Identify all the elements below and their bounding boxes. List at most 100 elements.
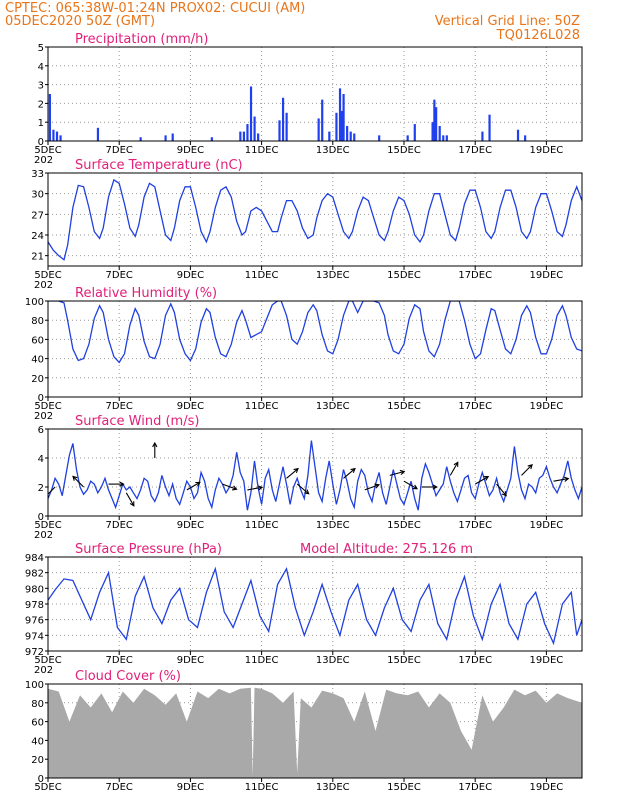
x-tick-label: 17DEC <box>458 655 492 666</box>
precip-bar <box>171 133 174 141</box>
x-tick-label: 11DEC <box>245 145 279 156</box>
x-tick-label: 13DEC <box>316 655 350 666</box>
wind-arrow <box>553 478 569 482</box>
x-tick-label: 9DEC <box>177 270 204 281</box>
precip-bar <box>257 133 260 141</box>
wind-arrow <box>389 470 405 476</box>
x-tick-label: 13DEC <box>316 401 350 412</box>
x-tick-label: 19DEC <box>530 520 564 531</box>
y-tick-label: 40 <box>31 355 44 366</box>
precip-bar <box>340 110 343 141</box>
x-tick-label: 13DEC <box>316 782 350 793</box>
x-tick-label: 5DEC <box>34 401 61 412</box>
cloud-cover-area <box>48 687 582 778</box>
precip-bar <box>48 94 51 141</box>
y-tick-label: 5 <box>38 43 44 54</box>
wind-arrow <box>296 483 310 495</box>
x-tick-label: 5DEC <box>34 520 61 531</box>
y-tick-label: 980 <box>25 584 44 595</box>
y-tick-label: 972 <box>25 647 44 658</box>
wind-arrow <box>72 476 84 488</box>
y-tick-label: 978 <box>25 600 44 611</box>
year-label: 202 <box>34 530 53 541</box>
x-tick-label: 17DEC <box>458 401 492 412</box>
precip-bar <box>442 135 445 141</box>
wind-arrow-head <box>152 441 158 448</box>
y-tick-label: 100 <box>25 680 44 691</box>
y-tick-label: 1 <box>38 118 44 129</box>
wind-arrow <box>474 476 489 485</box>
year-label: 202 <box>34 411 53 422</box>
precip-bar <box>96 127 100 141</box>
panel-5: 972 974 976 978 980 982 984 5DEC 7DEC 9DEC 11DEC 13… <box>25 542 583 676</box>
panel-frame <box>47 556 583 652</box>
y-tick-label: 40 <box>31 736 44 747</box>
wind-arrow <box>364 484 380 491</box>
wind-arrow <box>521 464 533 476</box>
x-tick-label: 17DEC <box>458 145 492 156</box>
x-tick-label: 19DEC <box>530 401 564 412</box>
panel-4: 0 2 4 6 5DEC 7DEC 9DEC 11DEC 13DEC 15DEC 17DEC 19DE… <box>34 414 583 541</box>
wind-arrow-head <box>129 501 135 507</box>
year-label: 202 <box>34 280 53 291</box>
wind-arrow-head <box>563 476 570 482</box>
series-line <box>48 566 582 646</box>
series-line <box>48 301 582 364</box>
x-tick-label: 9DEC <box>177 782 204 793</box>
panel-marks <box>48 178 582 261</box>
panel-marks <box>48 86 527 141</box>
wind-arrow <box>186 481 201 491</box>
wind-arrow-head <box>527 463 533 470</box>
header-model-id: TQ0126L028 <box>496 28 580 43</box>
x-tick-label: 15DEC <box>387 520 421 531</box>
panel-subtitle: Model Altitude: 275.126 m <box>300 542 473 557</box>
x-tick-label: 19DEC <box>530 145 564 156</box>
precip-bar <box>59 135 62 141</box>
wind-arrow-head <box>412 484 418 490</box>
x-tick-label: 11DEC <box>245 401 279 412</box>
precip-bar <box>406 135 409 141</box>
x-tick-label: 11DEC <box>245 520 279 531</box>
panel-frame <box>47 428 583 517</box>
y-tick-label: 20 <box>31 755 44 766</box>
wind-arrow <box>222 483 237 490</box>
x-tick-label: 9DEC <box>177 145 204 156</box>
y-tick-label: 24 <box>31 231 44 242</box>
year-label: 202 <box>34 155 53 166</box>
panel-marks <box>48 301 582 364</box>
precip-bar <box>335 112 338 141</box>
y-tick-label: 6 <box>38 425 44 436</box>
wind-arrow-head <box>501 491 507 497</box>
header-run-date: 05DEC2020 50Z (GMT) <box>5 14 155 29</box>
x-tick-label: 17DEC <box>458 270 492 281</box>
wind-arrow-head <box>483 476 490 481</box>
panel-title: Surface Temperature (nC) <box>75 158 243 173</box>
precip-bar <box>431 122 434 141</box>
precip-bar <box>488 114 491 141</box>
panel-marks <box>48 687 582 778</box>
y-tick-label: 4 <box>38 62 44 73</box>
precip-bar <box>328 131 331 141</box>
x-tick-label: 19DEC <box>530 270 564 281</box>
x-tick-label: 15DEC <box>387 401 421 412</box>
y-tick-label: 982 <box>25 569 44 580</box>
wind-arrow-head <box>399 469 406 476</box>
precip-bar <box>242 131 245 141</box>
x-tick-label: 15DEC <box>387 782 421 793</box>
panel-frame <box>47 172 583 267</box>
wind-arrow-head <box>374 483 381 489</box>
y-tick-label: 20 <box>31 374 44 385</box>
x-tick-label: 5DEC <box>34 145 61 156</box>
x-tick-label: 7DEC <box>106 520 133 531</box>
precip-bar <box>55 131 59 141</box>
wind-arrow-head <box>72 475 78 481</box>
y-tick-label: 984 <box>25 553 44 564</box>
x-tick-label: 7DEC <box>106 270 133 281</box>
panel-marks <box>48 566 582 646</box>
panel-title: Surface Wind (m/s) <box>75 414 199 429</box>
precip-bar <box>481 131 484 141</box>
y-tick-label: 976 <box>25 616 44 627</box>
y-tick-label: 4 <box>38 454 44 465</box>
x-tick-label: 15DEC <box>387 655 421 666</box>
panel-title: Cloud Cover (%) <box>75 669 181 684</box>
